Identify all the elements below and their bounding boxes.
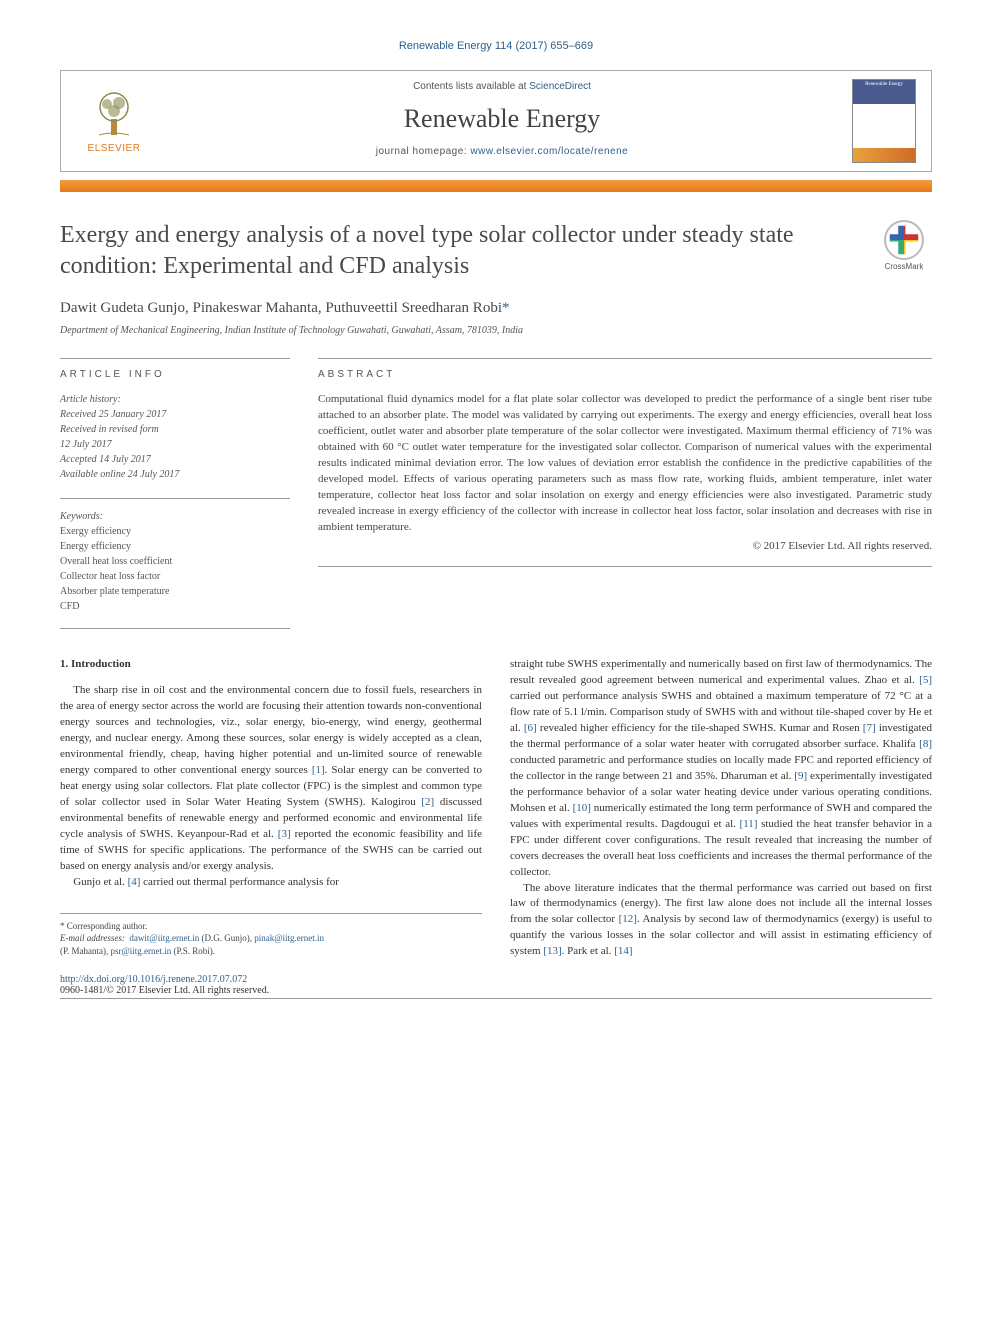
divider-bar (60, 180, 932, 192)
body-paragraph: The above literature indicates that the … (510, 881, 932, 961)
article-title: Exergy and energy analysis of a novel ty… (60, 220, 856, 282)
author-list: Dawit Gudeta Gunjo, Pinakeswar Mahanta, … (60, 300, 932, 317)
keywords-block: Keywords: Exergy efficiency Energy effic… (60, 509, 290, 614)
elsevier-tree-icon (89, 89, 139, 139)
body-paragraph: straight tube SWHS experimentally and nu… (510, 657, 932, 880)
journal-reference: Renewable Energy 114 (2017) 655–669 (60, 40, 932, 52)
homepage-link[interactable]: www.elsevier.com/locate/renene (470, 146, 628, 157)
abstract-copyright: © 2017 Elsevier Ltd. All rights reserved… (318, 540, 932, 552)
publisher-name: ELSEVIER (88, 143, 141, 154)
intro-paragraph: The sharp rise in oil cost and the envir… (60, 683, 482, 874)
corresponding-mark: * (502, 300, 510, 316)
publisher-logo: ELSEVIER (61, 71, 167, 171)
email-link[interactable]: pinak@iitg.ernet.in (254, 933, 324, 943)
journal-name: Renewable Energy (167, 104, 837, 134)
intro-heading: 1. Introduction (60, 657, 482, 673)
corresponding-author-footer: * Corresponding author. E-mail addresses… (60, 913, 482, 958)
journal-homepage: journal homepage: www.elsevier.com/locat… (167, 146, 837, 157)
body-text: 1. Introduction The sharp rise in oil co… (60, 657, 932, 960)
email-link[interactable]: dawit@iitg.ernet.in (129, 933, 199, 943)
sciencedirect-link[interactable]: ScienceDirect (529, 81, 591, 92)
issn-copyright: 0960-1481/© 2017 Elsevier Ltd. All right… (60, 985, 932, 996)
contents-available: Contents lists available at ScienceDirec… (167, 81, 837, 92)
affiliation: Department of Mechanical Engineering, In… (60, 325, 932, 336)
article-history: Article history: Received 25 January 201… (60, 392, 290, 482)
journal-header: ELSEVIER Contents lists available at Sci… (60, 70, 932, 172)
bottom-rule (60, 998, 932, 999)
article-info-heading: ARTICLE INFO (60, 358, 290, 380)
doi-block: http://dx.doi.org/10.1016/j.renene.2017.… (60, 974, 932, 996)
intro-paragraph: Gunjo et al. [4] carried out thermal per… (60, 875, 482, 891)
email-link[interactable]: psr@iitg.ernet.in (111, 946, 172, 956)
doi-link[interactable]: http://dx.doi.org/10.1016/j.renene.2017.… (60, 974, 247, 985)
abstract-heading: ABSTRACT (318, 358, 932, 380)
journal-cover-thumbnail: Renewable Energy (852, 79, 916, 163)
crossmark-badge[interactable]: CrossMark (876, 220, 932, 276)
crossmark-icon (884, 220, 924, 260)
abstract-text: Computational fluid dynamics model for a… (318, 392, 932, 535)
